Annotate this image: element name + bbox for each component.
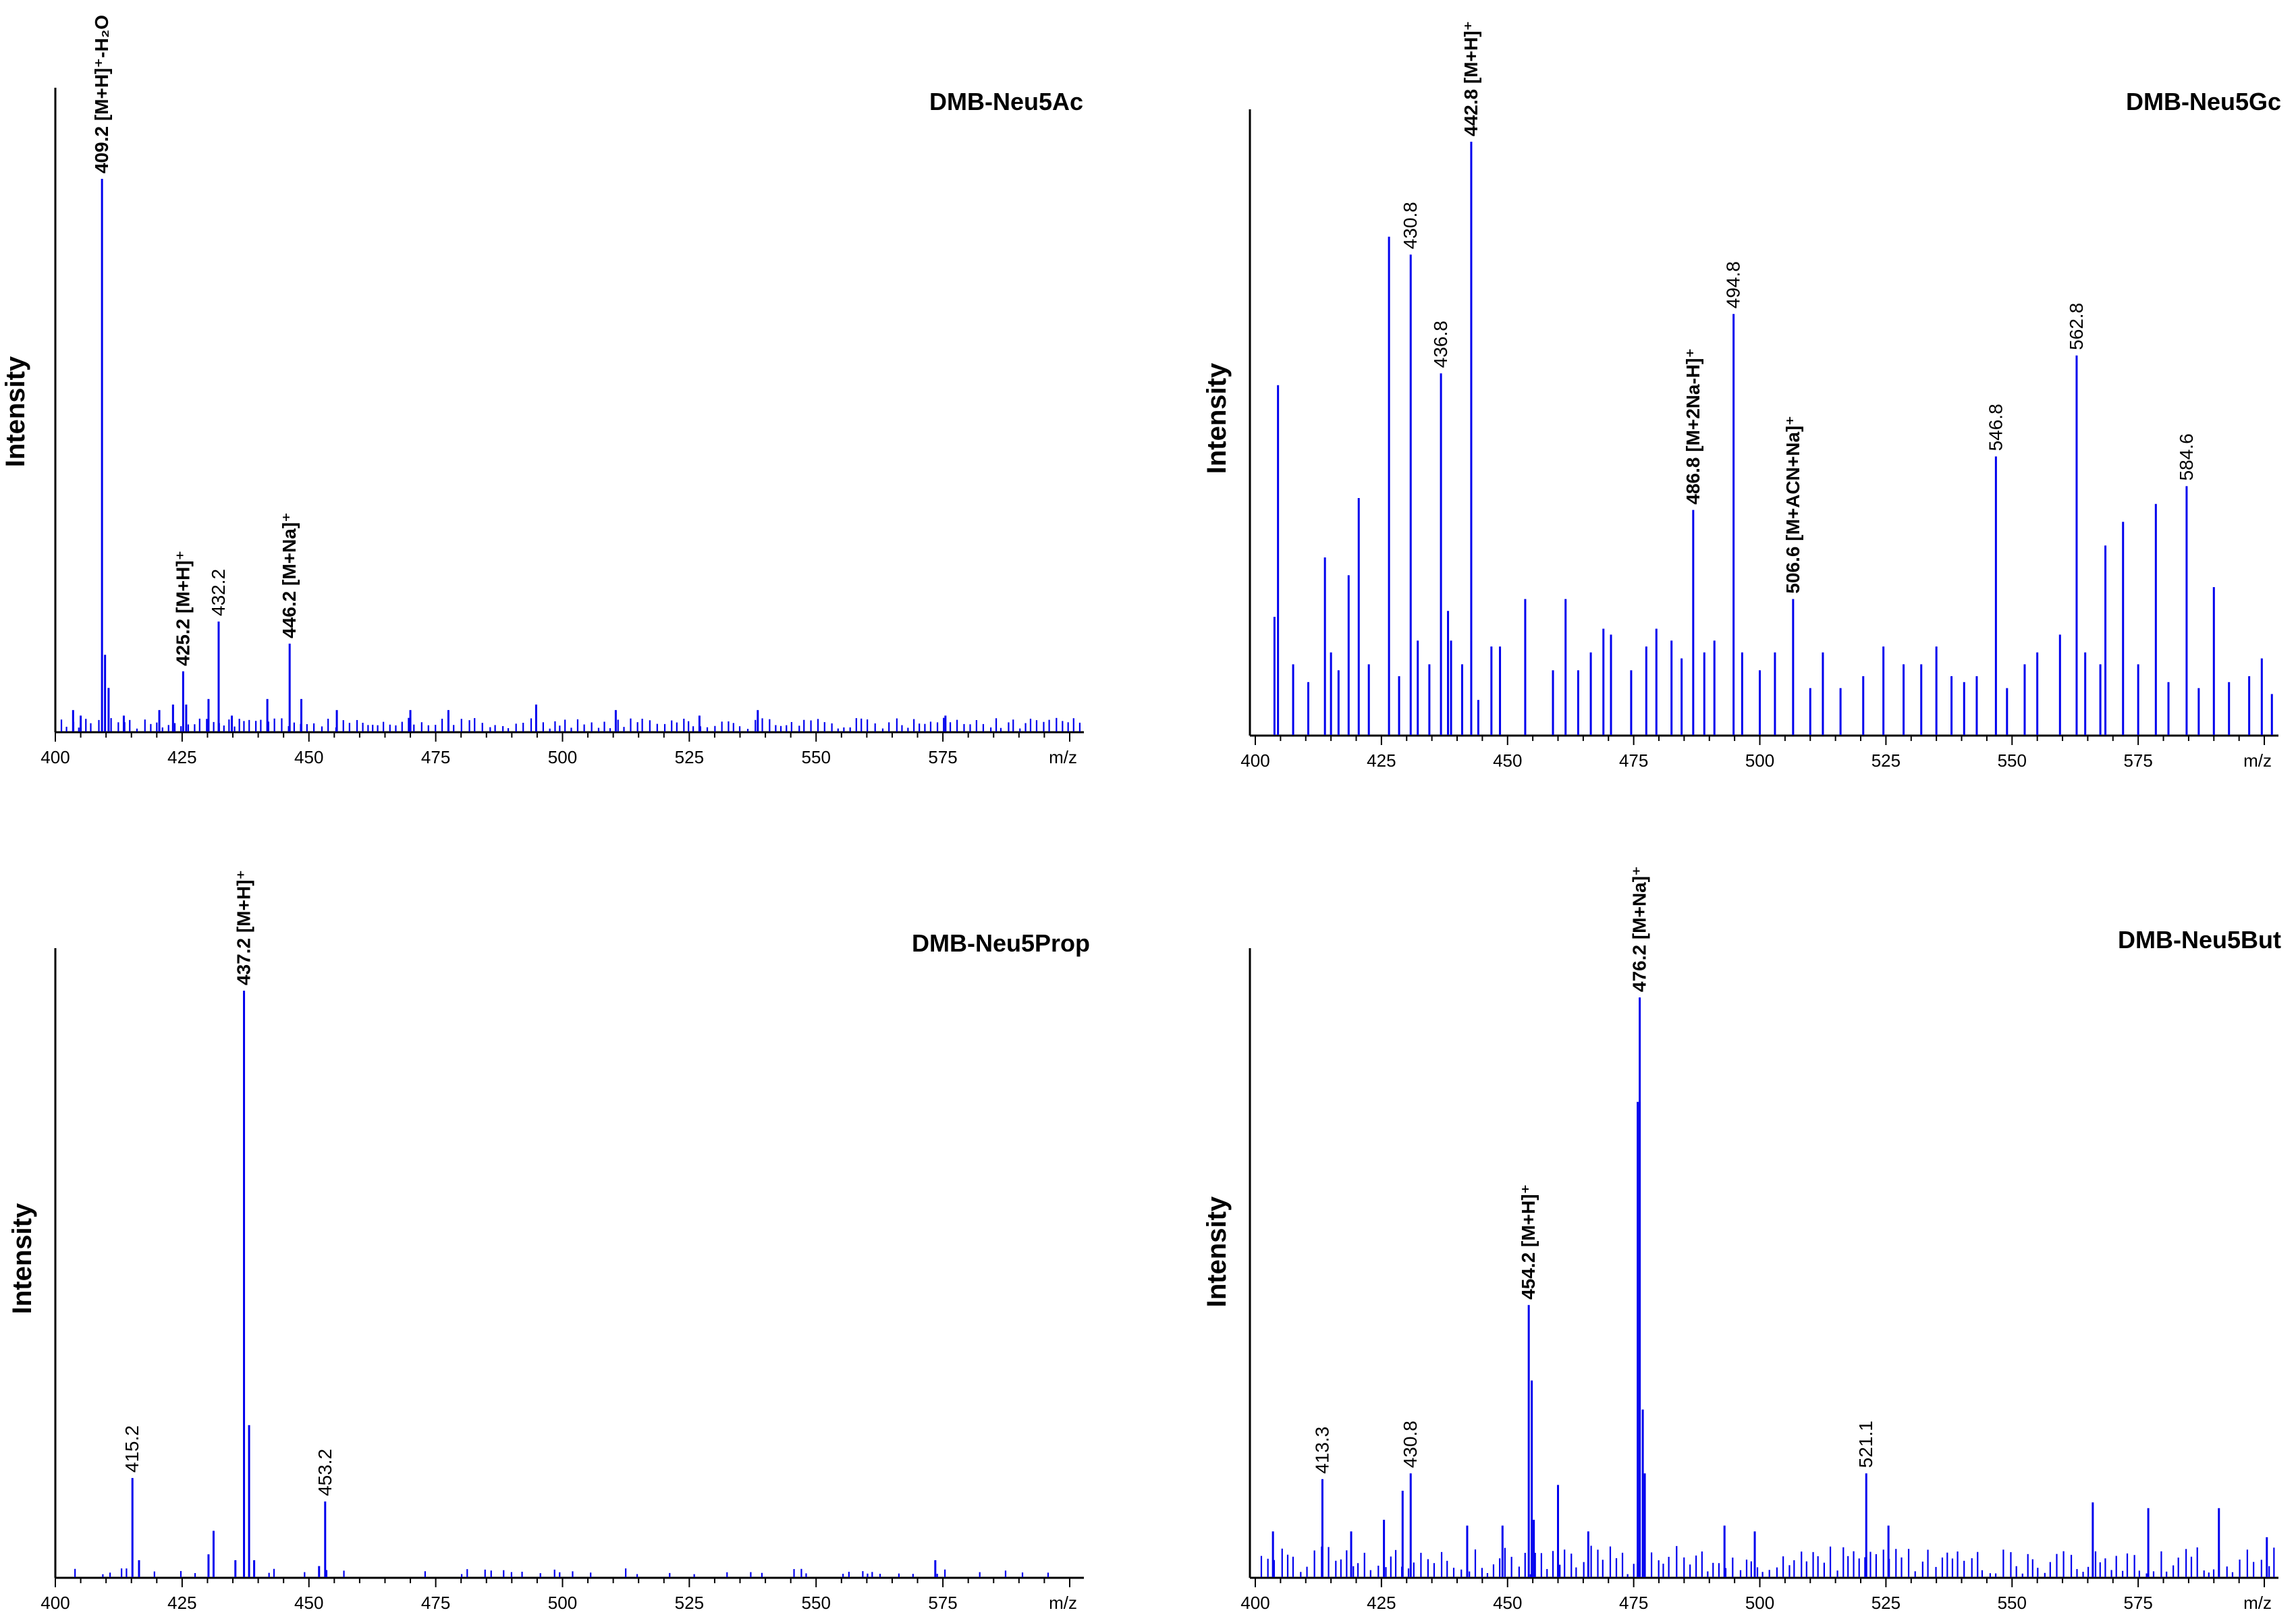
- peak-label: 432.2: [208, 569, 229, 616]
- peak-label: 437.2 [M+H]⁺: [234, 870, 254, 985]
- peak-label: 494.8: [1723, 261, 1744, 308]
- x-tick-label: 550: [802, 1593, 831, 1613]
- peak-label: 521.1: [1855, 1421, 1876, 1468]
- x-tick-label: 575: [928, 1593, 957, 1613]
- y-axis-label: Intensity: [1, 356, 30, 467]
- x-tick-label: 550: [802, 747, 831, 767]
- x-tick-label: 450: [294, 1593, 323, 1613]
- x-tick-label: 425: [1367, 1593, 1396, 1613]
- x-tick-label: 525: [675, 1593, 704, 1613]
- x-axis-unit-label: m/z: [2243, 1593, 2272, 1613]
- x-tick-label: 500: [1745, 1593, 1774, 1613]
- x-tick-label: 550: [1998, 750, 2027, 771]
- peak-label: 584.6: [2176, 433, 2197, 480]
- x-tick-label: 525: [1871, 750, 1901, 771]
- x-tick-label: 575: [2123, 1593, 2152, 1613]
- x-tick-label: 525: [1871, 1593, 1901, 1613]
- x-tick-label: 575: [2123, 750, 2152, 771]
- x-tick-label: 550: [1998, 1593, 2027, 1613]
- x-tick-label: 500: [1745, 750, 1774, 771]
- y-axis-label: Intensity: [1202, 362, 1232, 474]
- peak-label: 486.8 [M+2Na-H]⁺: [1683, 348, 1703, 505]
- x-axis-unit-label: m/z: [1049, 747, 1077, 767]
- x-tick-label: 400: [40, 1593, 70, 1613]
- x-tick-label: 400: [40, 747, 70, 767]
- x-tick-label: 475: [421, 1593, 450, 1613]
- spectrum-panel-2: 400 425 450 475 500 525 550 575 m/z DMB-Neu5Gc Int…: [1202, 21, 2281, 771]
- x-tick-label: 450: [1493, 750, 1522, 771]
- peak-label: 453.2: [315, 1449, 335, 1496]
- peak-label: 506.6 [M+ACN+Na]⁺: [1782, 416, 1803, 594]
- peak-label: 454.2 [M+H]⁺: [1518, 1184, 1539, 1300]
- x-tick-label: 425: [167, 747, 196, 767]
- peak-label: 430.8: [1400, 1421, 1421, 1468]
- peak-label: 425.2 [M+H]⁺: [172, 551, 193, 666]
- x-tick-label: 575: [928, 747, 957, 767]
- x-tick-label: 475: [1619, 750, 1648, 771]
- panel-title: DMB-Neu5Gc: [2126, 88, 2281, 115]
- x-tick-label: 500: [548, 1593, 577, 1613]
- spectrum-panel-4: 400 425 450 475 500 525 550 575 m/z DMB-Neu5But In…: [1202, 866, 2281, 1613]
- peak-label: 546.8: [1985, 404, 2006, 451]
- peak-label: 442.8 [M+H]⁺: [1460, 21, 1481, 136]
- x-axis-unit-label: m/z: [2243, 750, 2272, 771]
- panel-title: DMB-Neu5Prop: [912, 929, 1090, 957]
- peak-label: 409.2 [M+H]⁺-H₂O: [91, 15, 112, 173]
- x-tick-label: 425: [1367, 750, 1396, 771]
- peak-label: 476.2 [M+Na]⁺: [1629, 866, 1650, 992]
- y-axis-label: Intensity: [1202, 1196, 1232, 1307]
- x-axis-unit-label: m/z: [1049, 1593, 1077, 1613]
- y-axis-label: Intensity: [7, 1203, 37, 1314]
- peak-label: 446.2 [M+Na]⁺: [279, 512, 300, 638]
- x-tick-label: 450: [294, 747, 323, 767]
- x-tick-label: 475: [1619, 1593, 1648, 1613]
- peak-label: 430.8: [1400, 202, 1421, 249]
- x-tick-label: 425: [167, 1593, 196, 1613]
- peak-label: 415.2: [121, 1425, 142, 1473]
- panel-title: DMB-Neu5But: [2118, 926, 2281, 954]
- peak-label: 562.8: [2066, 303, 2087, 350]
- peak-label: 436.8: [1430, 321, 1451, 368]
- spectrum-panel-1: 400 425 450 475 500 525 550 575 m/z DMB-Neu5Ac Int…: [1, 15, 1084, 767]
- x-tick-label: 400: [1240, 750, 1269, 771]
- x-tick-label: 475: [421, 747, 450, 767]
- x-tick-label: 400: [1240, 1593, 1269, 1613]
- x-tick-label: 525: [675, 747, 704, 767]
- peak-label: 413.3: [1311, 1427, 1332, 1474]
- panel-title: DMB-Neu5Ac: [929, 88, 1083, 115]
- spectrum-panel-3: 400 425 450 475 500 525 550 575 m/z DMB-Neu5Prop I…: [7, 870, 1090, 1613]
- x-tick-label: 450: [1493, 1593, 1522, 1613]
- x-tick-label: 500: [548, 747, 577, 767]
